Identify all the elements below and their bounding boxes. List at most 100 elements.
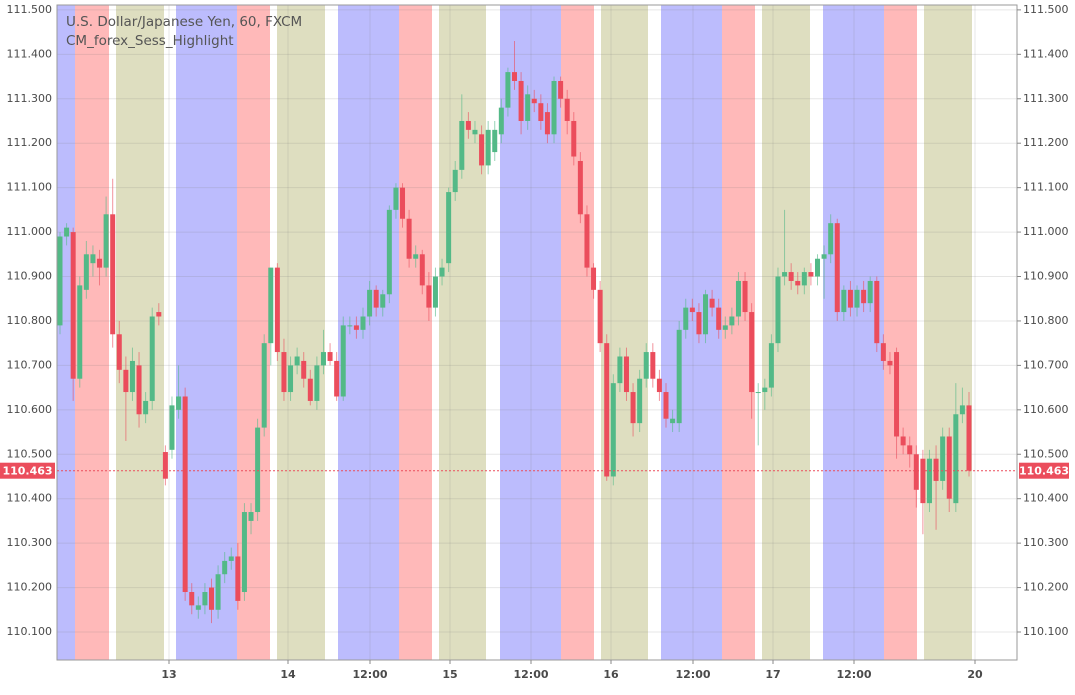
candle-body (689, 307, 695, 313)
y-tick-label: 110.600 (7, 403, 53, 416)
candle-body (597, 289, 603, 344)
candle-body (241, 512, 247, 593)
candle-body (551, 80, 557, 135)
y-tick-label: 110.400 (1023, 492, 1069, 505)
x-tick-label: 20 (967, 668, 983, 681)
candle-body (301, 360, 307, 379)
candle-body (83, 254, 89, 290)
candle-body (735, 280, 741, 317)
candle-body (182, 396, 188, 593)
candle-body (900, 436, 906, 446)
y-tick-label: 110.500 (1023, 447, 1069, 460)
candle-body (630, 392, 636, 424)
candle-body (149, 316, 155, 401)
session-band (399, 5, 432, 660)
candle-body (116, 334, 122, 370)
candle-body (459, 120, 465, 170)
y-tick-label: 110.200 (1023, 581, 1069, 594)
session-band (338, 5, 399, 660)
x-tick-label: 16 (603, 668, 619, 681)
candle-body (485, 129, 491, 166)
candle-body (966, 405, 972, 471)
candle-body (722, 325, 728, 330)
y-tick-label: 110.900 (1023, 270, 1069, 283)
candle-body (367, 289, 373, 317)
candle-body (426, 285, 432, 308)
candle-body (861, 289, 867, 304)
candle-body (281, 352, 287, 393)
candle-body (749, 312, 755, 393)
candle-body (867, 280, 873, 304)
candle-body (940, 436, 946, 481)
candle-body (782, 272, 788, 277)
candle-body (505, 72, 511, 108)
candle-body (360, 316, 366, 330)
candle-body (393, 187, 399, 210)
candle-body (544, 112, 550, 135)
candle-body (432, 276, 438, 308)
last-price-label: 110.463 (2, 465, 52, 478)
candle-body (334, 360, 340, 397)
y-tick-label: 111.100 (7, 181, 53, 194)
candle-body (894, 352, 900, 437)
session-bands (57, 5, 972, 660)
candle-body (413, 254, 419, 259)
candle-body (406, 218, 412, 259)
candle-body (841, 289, 847, 313)
x-tick-label: 12:00 (352, 668, 387, 681)
session-band (884, 5, 917, 660)
candle-body (156, 312, 162, 317)
y-tick-label: 110.200 (7, 581, 53, 594)
candle-body (801, 272, 807, 286)
candle-body (57, 236, 63, 326)
last-price-box (1019, 462, 1069, 479)
y-tick-label: 111.200 (7, 136, 53, 149)
candle-body (446, 192, 452, 264)
y-tick-label: 111.300 (1023, 92, 1069, 105)
candle-body (77, 285, 83, 379)
candle-body (933, 458, 939, 481)
candle-body (274, 267, 280, 353)
candle-body (307, 378, 313, 401)
candle-body (531, 98, 537, 104)
candle-body (90, 254, 96, 264)
candle-body (512, 72, 517, 81)
candle-body (255, 427, 261, 513)
candle-body (683, 307, 689, 330)
y-tick-label: 111.500 (1023, 3, 1069, 16)
candle-body (70, 232, 76, 379)
y-tick-label: 110.900 (7, 270, 53, 283)
candle-body (294, 356, 300, 366)
candle-body (946, 436, 952, 499)
candle-body (670, 418, 676, 424)
candle-body (643, 352, 649, 379)
plot-frame (56, 4, 1018, 661)
candle-body (696, 312, 702, 335)
candle-body (222, 560, 228, 575)
candle-body (123, 369, 129, 393)
candle-body (320, 352, 326, 366)
candle-body (623, 356, 629, 393)
last-price-box (0, 462, 55, 479)
candle-body (110, 214, 116, 335)
candle-body (465, 120, 471, 130)
y-tick-label: 110.800 (1023, 314, 1069, 327)
session-band (823, 5, 884, 660)
candle-body (591, 267, 597, 290)
session-band (277, 5, 325, 660)
candle-body (880, 343, 886, 361)
candle-body (136, 365, 142, 415)
candle-body (854, 289, 860, 308)
grid (57, 5, 1017, 660)
y-tick-label: 110.700 (1023, 358, 1069, 371)
candle-body (400, 187, 406, 219)
candle-body (716, 307, 722, 330)
x-tick-label: 12:00 (836, 668, 871, 681)
session-band (116, 5, 164, 660)
candle-body (248, 512, 254, 521)
candle-body (959, 405, 965, 415)
candle-body (209, 587, 214, 610)
candle-body (577, 160, 583, 215)
candle-body (103, 214, 109, 268)
